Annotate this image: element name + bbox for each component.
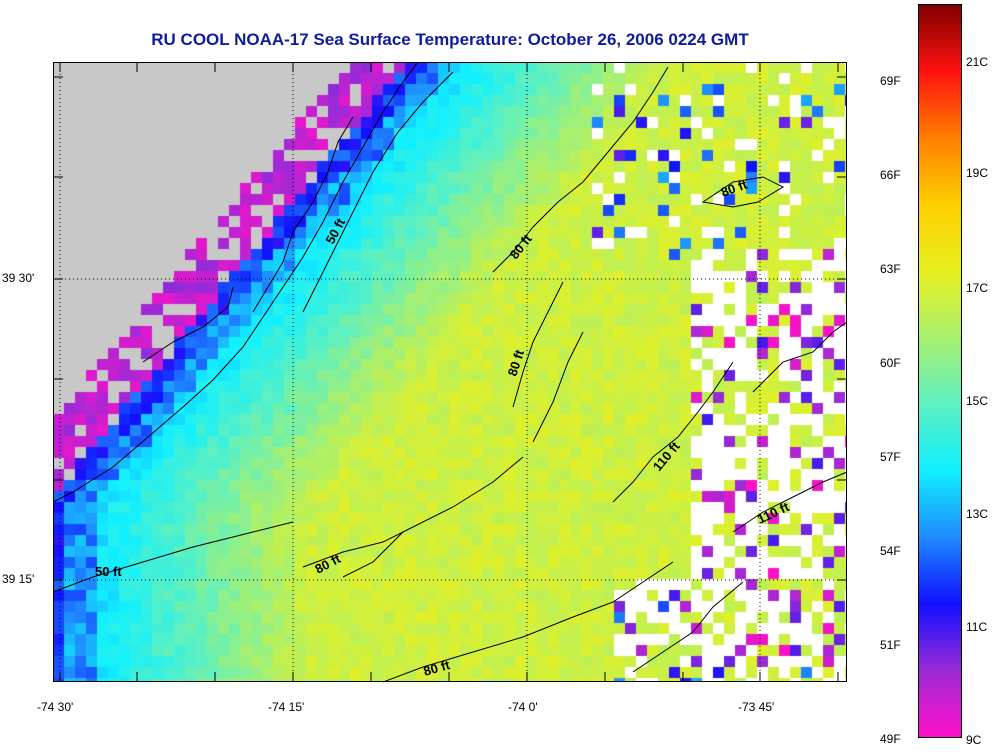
coastline bbox=[52, 61, 419, 503]
contour-110ft-se bbox=[632, 581, 744, 673]
colorbar-label-9c: 9C bbox=[966, 733, 982, 747]
colorbar-label-57f: 57F bbox=[880, 450, 901, 464]
bathymetry-overlay: 50 ft 50 ft 80 ft 80 ft 80 ft 80 ft 80 f… bbox=[52, 61, 848, 683]
x-tick-label-74-30: -74 30' bbox=[37, 700, 74, 714]
colorbar-label-49f: 49F bbox=[880, 732, 901, 746]
colorbar-label-60f: 60F bbox=[880, 356, 901, 370]
colorbar-label-66f: 66F bbox=[880, 168, 901, 182]
axis-ticks bbox=[53, 62, 847, 682]
colorbar-label-63f: 63F bbox=[880, 262, 901, 276]
bathymetry-contours bbox=[52, 66, 848, 683]
contour-50ft-south bbox=[52, 521, 294, 593]
contour-label-80ft-5: 80 ft bbox=[719, 176, 750, 199]
sst-raster bbox=[53, 62, 847, 682]
contour-80ft-a bbox=[492, 66, 669, 273]
y-tick-label-39-15: 39 15' bbox=[2, 572, 35, 586]
contour-110ft-b bbox=[732, 471, 848, 533]
contour-110ft-ne bbox=[752, 321, 848, 393]
x-tick-label-74-0: -74 0' bbox=[508, 700, 538, 714]
colorbar-label-15c: 15C bbox=[966, 394, 989, 408]
contour-label-80ft-3: 80 ft bbox=[312, 551, 343, 577]
contour-label-50ft-north: 50 ft bbox=[322, 215, 348, 246]
y-tick-label-39-30: 39 30' bbox=[2, 271, 35, 285]
contour-110ft-a bbox=[612, 361, 734, 503]
colorbar-label-69f: 69F bbox=[880, 74, 901, 88]
colorbar-label-19c: 19C bbox=[966, 166, 989, 180]
contour-80ft-c bbox=[302, 456, 524, 578]
contour-labels: 50 ft 50 ft 80 ft 80 ft 80 ft 80 ft 80 f… bbox=[95, 176, 792, 679]
back-bay-shoreline bbox=[142, 116, 354, 363]
grid-lines bbox=[53, 62, 847, 682]
contour-shoal-ne bbox=[701, 176, 785, 208]
sst-map: 50 ft 50 ft 80 ft 80 ft 80 ft 80 ft 80 f… bbox=[52, 61, 848, 683]
colorbar-label-51f: 51F bbox=[880, 638, 901, 652]
colorbar-label-54f: 54F bbox=[880, 544, 901, 558]
contour-80ft-d bbox=[382, 561, 674, 683]
temperature-colorbar bbox=[918, 4, 962, 738]
colorbar-label-17c: 17C bbox=[966, 281, 989, 295]
contour-label-80ft-1: 80 ft bbox=[507, 231, 536, 262]
contour-50ft-north bbox=[302, 71, 454, 313]
contour-label-80ft-4: 80 ft bbox=[422, 657, 452, 679]
map-title: RU COOL NOAA-17 Sea Surface Temperature:… bbox=[151, 30, 749, 49]
colorbar-label-11c: 11C bbox=[966, 620, 988, 634]
colorbar-label-13c: 13C bbox=[966, 507, 989, 521]
contour-80ft-b bbox=[512, 281, 584, 443]
x-tick-label-73-45: -73 45' bbox=[738, 700, 775, 714]
contour-label-50ft-south: 50 ft bbox=[95, 564, 122, 579]
contour-label-80ft-2: 80 ft bbox=[505, 347, 528, 378]
x-tick-label-74-15: -74 15' bbox=[268, 700, 305, 714]
colorbar-label-21c: 21C bbox=[966, 55, 989, 69]
